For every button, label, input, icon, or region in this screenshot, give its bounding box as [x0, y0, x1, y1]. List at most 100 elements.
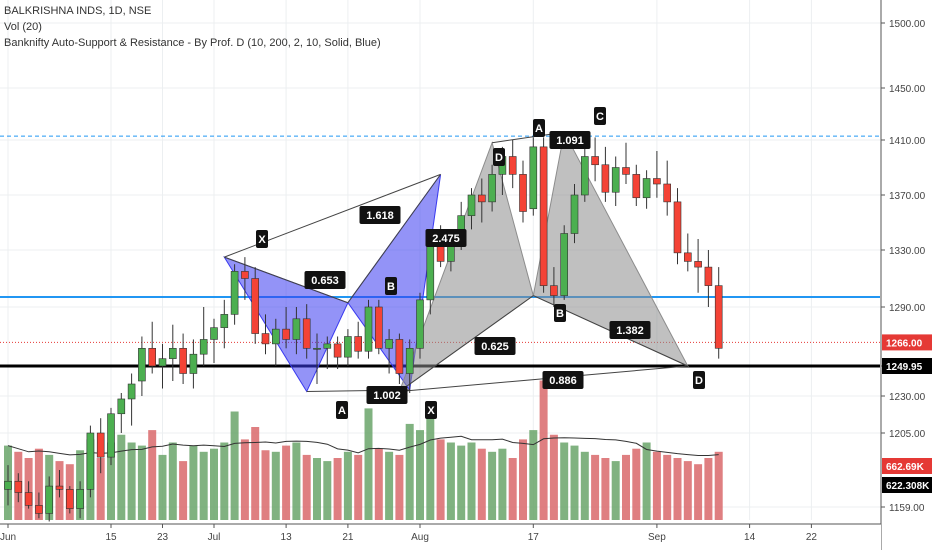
candle-body[interactable] [714, 285, 723, 349]
candle-body[interactable] [138, 347, 146, 382]
volume-bar [683, 461, 692, 520]
svg-text:1.091: 1.091 [556, 135, 584, 147]
volume-bar [148, 430, 157, 520]
candle-body[interactable] [302, 318, 311, 349]
candle-body[interactable] [107, 413, 115, 458]
candle-body[interactable] [374, 306, 383, 349]
price-tick-label: 1370.00 [889, 191, 926, 202]
candle-body[interactable] [529, 146, 538, 210]
candle-body[interactable] [210, 327, 218, 340]
volume-label-box [882, 458, 932, 474]
candle-body[interactable] [169, 347, 177, 359]
volume-bar [498, 448, 507, 520]
candle-body[interactable] [570, 194, 579, 234]
candle-body[interactable] [45, 485, 54, 514]
candle-body[interactable] [632, 174, 641, 199]
candle-body[interactable] [282, 328, 290, 340]
candle-body[interactable] [354, 336, 363, 352]
candle-body[interactable] [323, 343, 332, 349]
candle-body[interactable] [642, 178, 651, 199]
candle-body[interactable] [220, 314, 229, 328]
candle-body[interactable] [179, 347, 187, 374]
candle-body[interactable] [591, 156, 599, 166]
time-tick-label: Jun [0, 532, 16, 543]
candle-body[interactable] [364, 306, 373, 352]
candle-body[interactable] [24, 492, 33, 506]
candle-body[interactable] [86, 432, 95, 490]
price-tick-label: 1159.00 [889, 503, 925, 514]
volume-bar [714, 451, 723, 520]
candle-body[interactable] [519, 174, 527, 212]
candle-body[interactable] [14, 480, 23, 493]
candle-body[interactable] [550, 285, 558, 296]
candle-body[interactable] [96, 432, 105, 458]
candle-body[interactable] [622, 167, 630, 175]
volume-bar [663, 454, 672, 520]
candle-body[interactable] [673, 201, 682, 254]
pattern-point-label: A [533, 119, 545, 137]
candle-body[interactable] [230, 271, 239, 315]
candle-body[interactable] [508, 156, 517, 175]
candle-body[interactable] [467, 194, 476, 216]
time-tick-label: 14 [744, 532, 756, 543]
candle-body[interactable] [539, 146, 548, 286]
candle-body[interactable] [189, 353, 198, 374]
candle-body[interactable] [405, 347, 414, 374]
svg-text:A: A [535, 123, 543, 135]
candle-body[interactable] [148, 347, 156, 367]
volume-bar [251, 427, 260, 520]
volume-legend[interactable]: Vol (20) [4, 21, 42, 33]
candle-body[interactable] [704, 266, 713, 286]
pattern-point-label: X [256, 230, 268, 248]
volume-bar [436, 439, 445, 520]
volume-bar [199, 451, 208, 520]
candle-body[interactable] [127, 383, 136, 400]
candle-body[interactable] [385, 339, 393, 349]
candle-body[interactable] [76, 489, 84, 509]
candle-body[interactable] [344, 336, 352, 358]
candle-body[interactable] [694, 261, 702, 268]
candle-body[interactable] [601, 164, 610, 193]
volume-bar [385, 451, 394, 520]
pattern-point-label: B [385, 277, 397, 295]
candle-body[interactable] [55, 485, 64, 490]
candle-body[interactable] [313, 347, 321, 350]
candle-body[interactable] [4, 480, 12, 490]
candle-body[interactable] [271, 328, 280, 345]
candle-body[interactable] [683, 252, 692, 262]
candle-body[interactable] [580, 156, 589, 196]
candle-body[interactable] [35, 505, 43, 514]
candle-body[interactable] [241, 271, 249, 279]
price-tick-label: 1290.00 [889, 303, 926, 314]
candle-body[interactable] [261, 333, 270, 345]
symbol-legend[interactable]: BALKRISHNA INDS, 1D, NSE [4, 5, 152, 17]
pattern-point-label: B [554, 304, 566, 322]
volume-bar [519, 439, 527, 520]
time-axis-panel[interactable] [0, 524, 881, 550]
volume-bar [282, 445, 291, 520]
time-tick-label: 21 [342, 532, 354, 543]
candle-body[interactable] [292, 318, 301, 340]
candle-body[interactable] [477, 194, 486, 203]
candle-body[interactable] [251, 278, 259, 334]
candle-body[interactable] [117, 398, 126, 415]
svg-text:A: A [338, 405, 346, 417]
volume-bar [271, 451, 280, 520]
candle-body[interactable] [66, 489, 74, 509]
candle-body[interactable] [611, 167, 620, 193]
candle-body[interactable] [333, 343, 342, 358]
indicator-legend[interactable]: Banknifty Auto-Support & Resistance - By… [4, 37, 381, 49]
volume-bar [261, 450, 270, 520]
candle-body[interactable] [653, 178, 661, 185]
volume-bar [673, 458, 682, 520]
candle-body[interactable] [395, 339, 404, 374]
candle-body[interactable] [158, 358, 167, 367]
candle-body[interactable] [560, 233, 569, 296]
candle-body[interactable] [663, 183, 672, 203]
volume-bar [549, 434, 558, 520]
svg-text:0.653: 0.653 [311, 275, 339, 287]
candle-body[interactable] [488, 174, 496, 203]
candle-body[interactable] [416, 299, 424, 349]
candle-body[interactable] [199, 339, 208, 355]
